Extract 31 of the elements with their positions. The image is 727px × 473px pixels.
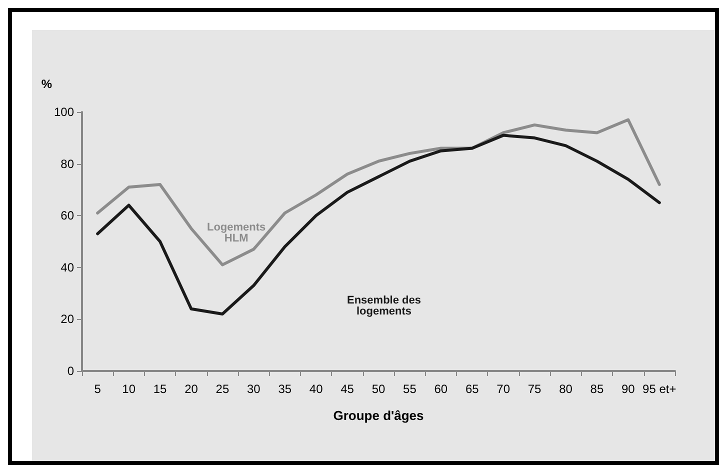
y-tick-label: 20 <box>60 312 74 326</box>
x-tick-label: 90 <box>622 382 636 396</box>
x-tick-label: 60 <box>434 382 448 396</box>
x-tick-label: 70 <box>496 382 510 396</box>
series-label: Logements HLM <box>206 222 266 244</box>
x-axis-title: Groupe d'âges <box>333 408 424 423</box>
line-series <box>96 118 661 266</box>
x-tick-label: 10 <box>122 382 136 396</box>
x-tick-label: 15 <box>153 382 168 396</box>
x-tick-label: 50 <box>372 382 386 396</box>
x-tick-label: 35 <box>278 382 292 396</box>
x-tick-label: 30 <box>246 382 261 396</box>
y-tick-label: 60 <box>60 208 74 223</box>
x-tick-label: 45 <box>340 382 354 396</box>
x-tick-label: 65 <box>465 382 480 396</box>
x-tick-label: 85 <box>590 382 604 396</box>
x-tick-label: 40 <box>309 382 324 396</box>
x-tick-label: 55 <box>403 382 417 396</box>
x-tick-label: 5 <box>94 382 102 396</box>
x-tick-label: 20 <box>184 382 198 396</box>
x-tick-label: 80 <box>559 382 573 396</box>
text: Ensemble des logements <box>346 294 421 318</box>
line-series <box>96 134 661 316</box>
y-tick-label: 40 <box>60 260 74 274</box>
y-tick-label: 0 <box>67 364 74 378</box>
x-tick-label: 75 <box>528 382 542 396</box>
x-tick-label: 25 <box>216 382 230 396</box>
y-axis-title: % <box>41 77 52 91</box>
x-tick-label: 95 et+ <box>642 382 676 396</box>
y-tick-label: 100 <box>54 105 74 119</box>
y-tick-label: 80 <box>60 156 74 171</box>
